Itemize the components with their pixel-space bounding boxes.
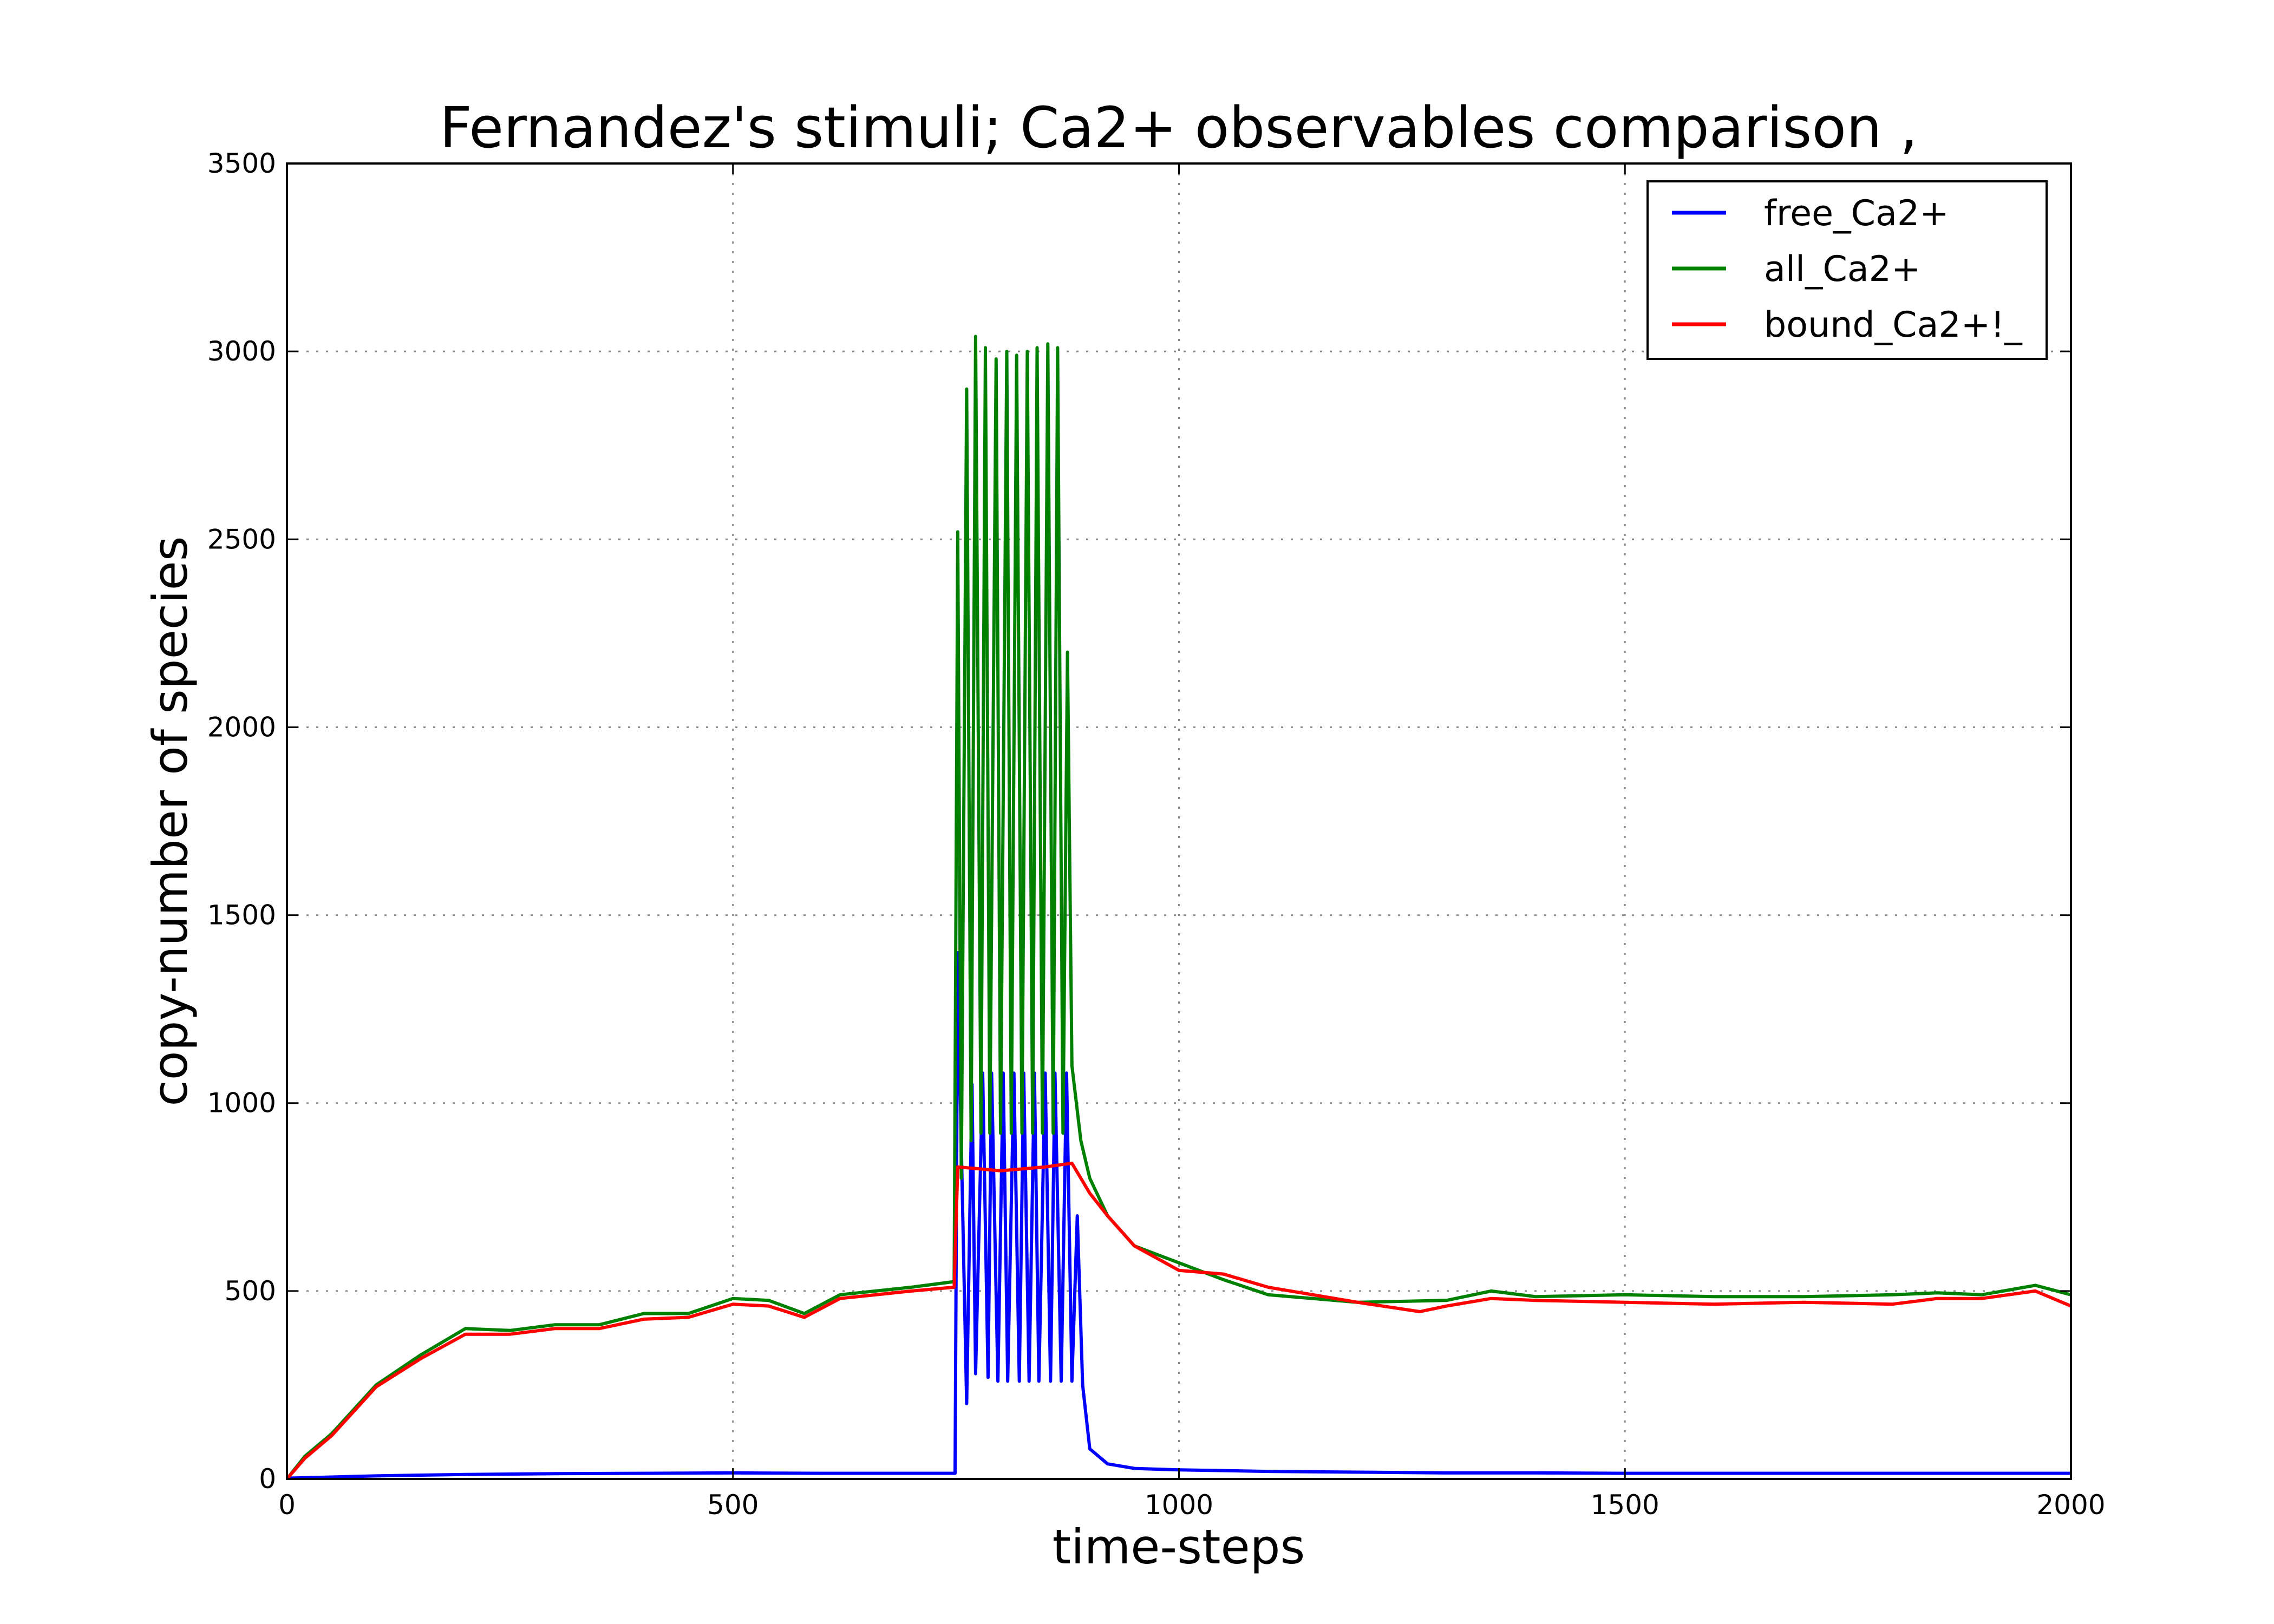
legend-entry-label: all_Ca2+ [1764, 249, 1921, 290]
chart-title: Fernandez's stimuli; Ca2+ observables co… [440, 95, 1918, 161]
series-line-2 [287, 1161, 2071, 1479]
x-tick-label: 1500 [1591, 1489, 1659, 1521]
y-tick-label: 3000 [207, 336, 276, 367]
y-tick-label: 500 [225, 1275, 276, 1307]
x-tick-label: 1000 [1145, 1489, 1213, 1521]
series-line-0 [287, 951, 2071, 1479]
y-tick-label: 0 [259, 1463, 276, 1495]
legend-entry-label: free_Ca2+ [1764, 193, 1949, 234]
axis-ticks: 0 500 1000 1500 2000 0 500 1000 1500 2000 2500 3000… [207, 148, 2106, 1521]
series-line-1 [287, 335, 2071, 1479]
x-tick-label: 0 [278, 1489, 296, 1521]
y-tick-label: 1500 [207, 900, 276, 931]
y-tick-label: 2500 [207, 523, 276, 555]
y-axis-label: copy-number of species [142, 536, 198, 1106]
x-tick-label: 2000 [2036, 1489, 2105, 1521]
x-axis-label: time-steps [1053, 1519, 1305, 1575]
x-tick-label: 500 [707, 1489, 759, 1521]
plot-series [287, 335, 2071, 1479]
y-tick-label: 2000 [207, 711, 276, 743]
y-tick-label: 3500 [207, 148, 276, 179]
y-tick-label: 1000 [207, 1088, 276, 1119]
legend: free_Ca2+ all_Ca2+ bound_Ca2+!_ [1646, 180, 2048, 360]
legend-entry-label: bound_Ca2+!_ [1764, 305, 2023, 345]
